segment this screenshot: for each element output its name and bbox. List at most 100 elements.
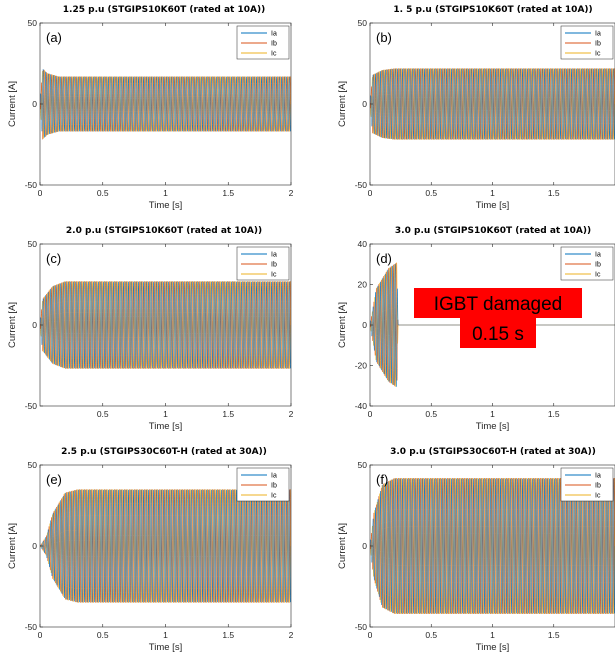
x-axis-label: Time [s] — [149, 421, 182, 432]
legend-entry-ic: Ic — [271, 493, 277, 500]
y-tick-label: 50 — [28, 239, 38, 249]
y-axis-label: Current [A] — [7, 302, 18, 348]
legend-entry-ic: Ic — [595, 493, 601, 500]
series-ic-line — [40, 281, 291, 369]
y-tick-label: 50 — [358, 18, 368, 28]
legend-entry-ib: Ib — [595, 262, 601, 269]
y-tick-label: 0 — [362, 99, 367, 109]
legend-entry-ib: Ib — [595, 41, 601, 48]
trace-group — [370, 68, 615, 140]
legend-entry-ia: Ia — [271, 31, 277, 38]
chart-title: 1. 5 p.u (STGIPS10K60T (rated at 10A)) — [393, 5, 592, 15]
series-ib-line — [40, 69, 291, 140]
damage-annotation-line-1: IGBT damaged — [434, 294, 563, 315]
x-tick-label: 1.5 — [222, 188, 234, 198]
legend-entry-ic: Ic — [595, 272, 601, 279]
y-axis-label: Current [A] — [337, 302, 348, 348]
legend-entry-ic: Ic — [271, 272, 277, 279]
y-tick-label: 0 — [32, 541, 37, 551]
x-axis-label: Time [s] — [476, 200, 509, 211]
chart-title: 3.0 p.u (STGIPS10K60T (rated at 10A)) — [395, 226, 591, 236]
damage-annotation-bg-1 — [414, 288, 582, 318]
y-tick-label: 20 — [358, 280, 368, 290]
panel-label: (d) — [376, 251, 392, 266]
x-tick-label: 1.5 — [548, 409, 560, 419]
x-tick-label: 0.5 — [97, 188, 109, 198]
x-tick-label: 0 — [38, 630, 43, 640]
panel-label: (f) — [376, 472, 388, 487]
panel-b: 1. 5 p.u (STGIPS10K60T (rated at 10A)) 0 0… — [337, 5, 615, 211]
trace-group — [40, 281, 291, 369]
series-ic-line — [370, 68, 615, 140]
legend: Ia Ib Ic — [236, 467, 290, 502]
panel-c: 2.0 p.u (STGIPS10K60T (rated at 10A)) 0.5… — [7, 226, 294, 432]
y-tick-label: 40 — [358, 239, 368, 249]
y-tick-label: -40 — [355, 401, 368, 411]
y-tick-label: 50 — [28, 460, 38, 470]
trace-group — [40, 68, 291, 140]
y-tick-label: -20 — [355, 361, 368, 371]
series-ia-line — [370, 68, 615, 140]
panel-f: 3.0 p.u (STGIPS30C60T-H (rated at 30A)) 0… — [337, 447, 615, 653]
panel-d: 3.0 p.u (STGIPS10K60T (rated at 10A)) 0 0.… — [337, 226, 615, 432]
y-tick-label: -50 — [25, 622, 38, 632]
x-tick-label: 2 — [289, 409, 294, 419]
y-tick-label: -50 — [25, 401, 38, 411]
x-tick-label: 0 — [368, 409, 373, 419]
series-ib-line — [370, 478, 615, 614]
damage-annotation: IGBT damaged 0.15 s — [414, 288, 582, 348]
x-tick-label: 0 — [38, 188, 43, 198]
series-ic-line — [40, 70, 291, 139]
legend-entry-ib: Ib — [271, 483, 277, 490]
y-tick-label: 50 — [358, 460, 368, 470]
x-tick-label: 1 — [490, 409, 495, 419]
y-tick-label: 50 — [28, 18, 38, 28]
x-tick-label: 0 — [368, 630, 373, 640]
y-axis-label: Current [A] — [337, 523, 348, 569]
trace-group — [40, 489, 291, 603]
legend-entry-ib: Ib — [271, 41, 277, 48]
legend: Ia Ib Ic — [236, 246, 290, 281]
legend-entry-ia: Ia — [595, 473, 601, 480]
series-ia-line — [40, 68, 291, 139]
series-ib-line — [40, 489, 291, 603]
x-axis-label: Time [s] — [149, 642, 182, 653]
legend-entry-ic: Ic — [595, 51, 601, 58]
x-tick-label: 1 — [163, 630, 168, 640]
x-tick-label: 1 — [490, 630, 495, 640]
x-tick-label: 0.5 — [97, 630, 109, 640]
x-tick-label: 0.5 — [425, 188, 437, 198]
y-tick-label: -50 — [25, 180, 38, 190]
damage-annotation-line-2: 0.15 s — [472, 324, 524, 345]
x-axis-label: Time [s] — [149, 200, 182, 211]
chart-title: 1.25 p.u (STGIPS10K60T (rated at 10A)) — [63, 5, 265, 15]
chart-title: 2.5 p.u (STGIPS30C60T-H (rated at 30A)) — [61, 447, 267, 457]
x-axis-label: Time [s] — [476, 421, 509, 432]
x-tick-label: 1 — [163, 409, 168, 419]
legend: Ia Ib Ic — [560, 25, 614, 60]
y-axis-label: Current [A] — [7, 523, 18, 569]
x-tick-label: 1.5 — [548, 188, 560, 198]
x-tick-label: 2 — [289, 188, 294, 198]
legend-entry-ic: Ic — [271, 51, 277, 58]
x-tick-label: 1 — [163, 188, 168, 198]
legend-entry-ia: Ia — [595, 252, 601, 259]
x-tick-label: 1.5 — [222, 409, 234, 419]
y-tick-label: 0 — [362, 541, 367, 551]
y-tick-label: 0 — [32, 320, 37, 330]
x-tick-label: 0.5 — [425, 409, 437, 419]
x-tick-label: 1.5 — [548, 630, 560, 640]
chart-title: 2.0 p.u (STGIPS10K60T (rated at 10A)) — [66, 226, 262, 236]
x-tick-label: 1 — [490, 188, 495, 198]
series-ib-line — [40, 281, 291, 369]
series-ic-line — [40, 489, 291, 603]
x-tick-label: 0.5 — [97, 409, 109, 419]
x-tick-label: 0.5 — [425, 630, 437, 640]
x-tick-label: 1.5 — [222, 630, 234, 640]
y-axis-label: Current [A] — [7, 81, 18, 127]
panel-e: 2.5 p.u (STGIPS30C60T-H (rated at 30A)) 0… — [7, 447, 294, 653]
x-tick-label: 2 — [289, 630, 294, 640]
panel-a: 1.25 p.u (STGIPS10K60T (rated at 10A)) 0 0… — [7, 5, 294, 211]
panel-label: (e) — [46, 472, 62, 487]
